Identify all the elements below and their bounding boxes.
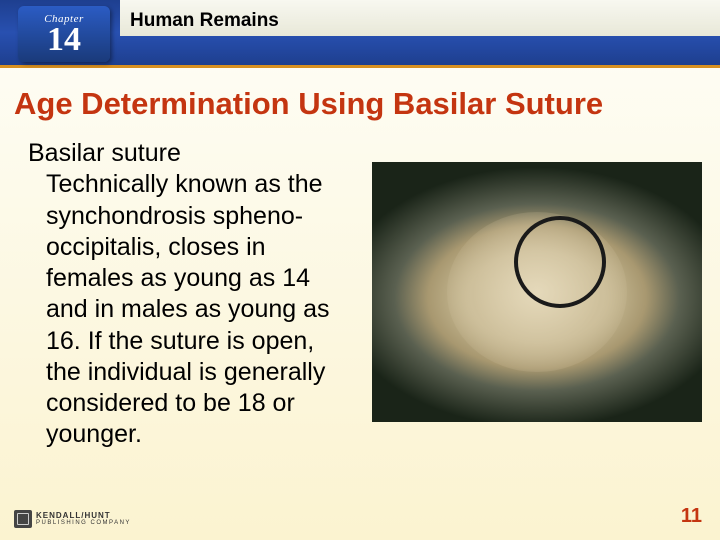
skull-image: [372, 162, 702, 422]
publisher-logo-icon: [14, 510, 32, 528]
publisher-block: KENDALL/HUNT PUBLISHING COMPANY: [14, 510, 131, 528]
publisher-subtitle: PUBLISHING COMPANY: [36, 520, 131, 526]
slide-title: Age Determination Using Basilar Suture: [14, 86, 720, 122]
body-paragraph: Technically known as the synchondrosis s…: [28, 169, 354, 450]
page-number: 11: [681, 505, 702, 528]
suture-circle-annotation: [514, 216, 606, 308]
publisher-text: KENDALL/HUNT PUBLISHING COMPANY: [36, 512, 131, 526]
body-text-block: Basilar suture Technically known as the …: [28, 138, 354, 451]
chapter-number: 14: [47, 25, 81, 56]
subtitle-line: Basilar suture: [28, 138, 354, 169]
slide-header: Chapter 14 Human Remains: [0, 0, 720, 68]
slide-footer: KENDALL/HUNT PUBLISHING COMPANY 11: [14, 505, 702, 528]
header-topic: Human Remains: [130, 10, 279, 32]
content-row: Basilar suture Technically known as the …: [0, 132, 720, 451]
publisher-name: KENDALL/HUNT: [36, 511, 111, 520]
chapter-badge: Chapter 14: [18, 6, 110, 62]
